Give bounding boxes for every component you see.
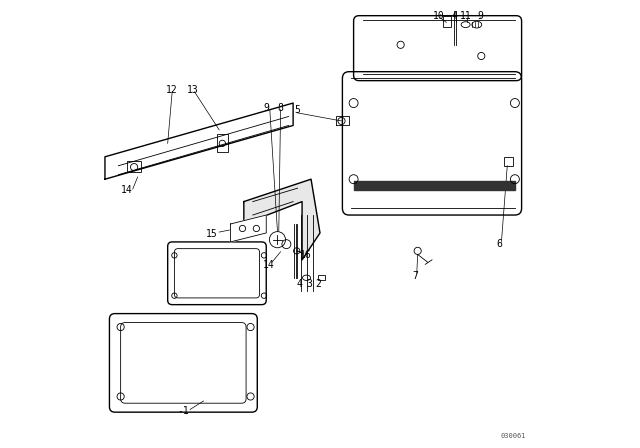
- Text: 030061: 030061: [500, 433, 526, 439]
- Text: 9: 9: [263, 103, 269, 112]
- Text: 10: 10: [433, 11, 445, 21]
- Text: 16: 16: [300, 250, 312, 260]
- Text: 13: 13: [186, 85, 198, 95]
- Bar: [127, 161, 141, 172]
- Bar: [317, 275, 325, 280]
- Text: 14: 14: [120, 185, 132, 195]
- Text: 3: 3: [306, 280, 312, 289]
- Text: 6: 6: [496, 239, 502, 249]
- Text: 4: 4: [451, 11, 458, 21]
- Text: 11: 11: [460, 11, 472, 21]
- Text: 4: 4: [297, 280, 303, 289]
- Polygon shape: [105, 103, 293, 179]
- Bar: [443, 16, 451, 27]
- Text: 5: 5: [294, 105, 301, 115]
- Text: 9: 9: [477, 11, 483, 21]
- Polygon shape: [230, 215, 266, 242]
- Text: 2: 2: [316, 280, 321, 289]
- Text: -1: -1: [177, 406, 189, 416]
- Text: 12: 12: [166, 85, 178, 95]
- Bar: [504, 157, 513, 166]
- Text: 14: 14: [262, 260, 275, 270]
- Bar: [217, 134, 228, 152]
- Polygon shape: [244, 179, 320, 260]
- Polygon shape: [353, 181, 515, 190]
- Text: 15: 15: [205, 229, 218, 239]
- Text: 8: 8: [278, 103, 284, 112]
- Text: 7: 7: [412, 271, 418, 280]
